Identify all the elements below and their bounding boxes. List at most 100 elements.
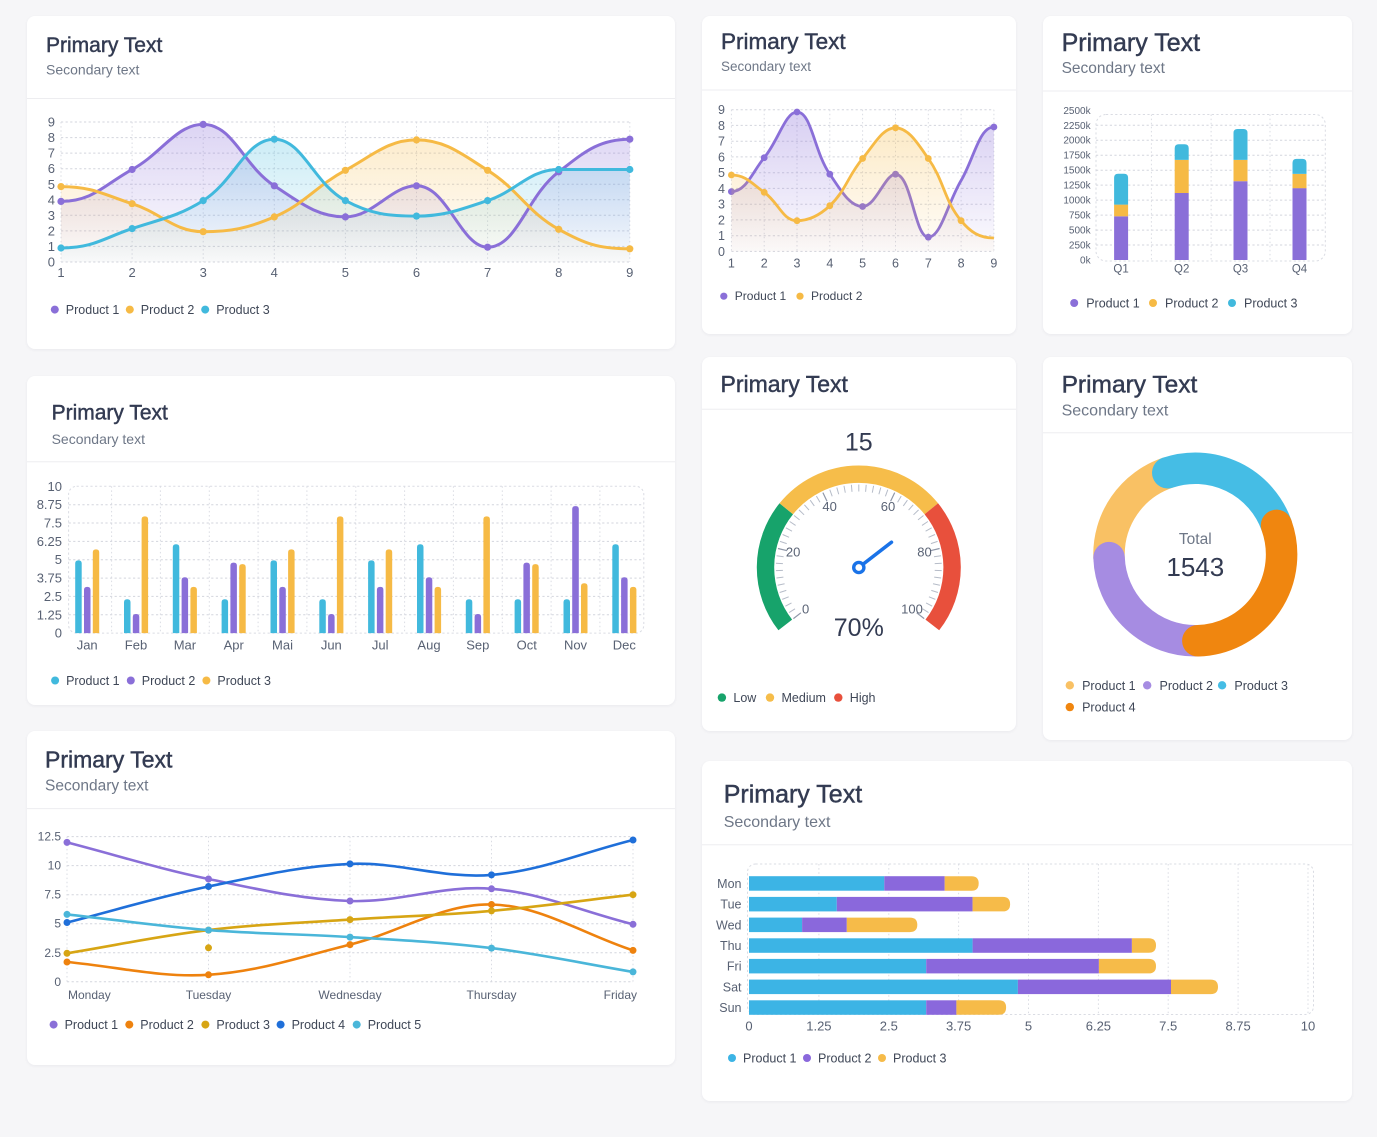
svg-text:250k: 250k: [1069, 241, 1092, 252]
svg-text:2.5: 2.5: [880, 1019, 898, 1034]
svg-text:1: 1: [718, 229, 725, 243]
svg-text:7.5: 7.5: [44, 516, 62, 531]
svg-text:0k: 0k: [1080, 256, 1092, 267]
svg-text:750k: 750k: [1069, 211, 1092, 222]
svg-text:40: 40: [822, 499, 836, 514]
svg-text:4: 4: [48, 192, 55, 207]
svg-text:Product 1: Product 1: [66, 303, 120, 317]
svg-text:9: 9: [626, 265, 633, 280]
svg-text:Product 4: Product 4: [1082, 701, 1136, 715]
svg-text:Dec: Dec: [613, 638, 637, 653]
svg-text:1543: 1543: [1166, 552, 1224, 582]
svg-text:5: 5: [54, 917, 61, 931]
svg-text:Primary Text: Primary Text: [46, 34, 162, 57]
svg-text:Mar: Mar: [174, 638, 197, 653]
svg-text:Product 2: Product 2: [1165, 297, 1219, 311]
svg-text:1500k: 1500k: [1063, 166, 1091, 177]
svg-text:Product 3: Product 3: [216, 1018, 270, 1032]
svg-text:0: 0: [802, 602, 809, 617]
svg-text:Secondary text: Secondary text: [45, 778, 149, 795]
svg-text:20: 20: [786, 545, 800, 560]
svg-text:6: 6: [48, 161, 55, 176]
svg-text:Product 2: Product 2: [1160, 679, 1214, 693]
svg-text:Product 1: Product 1: [1086, 297, 1140, 311]
svg-text:5: 5: [1025, 1019, 1032, 1034]
svg-text:Secondary text: Secondary text: [724, 814, 831, 831]
svg-text:5: 5: [55, 552, 62, 567]
svg-text:6: 6: [892, 256, 899, 270]
svg-text:10: 10: [48, 479, 62, 494]
svg-text:Secondary text: Secondary text: [52, 431, 145, 447]
svg-text:Secondary text: Secondary text: [1062, 60, 1166, 77]
svg-text:Q2: Q2: [1174, 264, 1189, 276]
svg-text:Mon: Mon: [717, 877, 741, 891]
svg-text:1000k: 1000k: [1063, 196, 1091, 207]
svg-text:2: 2: [128, 265, 135, 280]
svg-text:3: 3: [794, 256, 801, 270]
svg-text:5: 5: [48, 177, 55, 192]
svg-text:12.5: 12.5: [38, 830, 62, 844]
svg-text:Primary Text: Primary Text: [52, 401, 168, 424]
svg-text:3.75: 3.75: [37, 571, 62, 586]
svg-text:Monday: Monday: [68, 988, 111, 1002]
svg-text:Primary Text: Primary Text: [1062, 371, 1198, 398]
svg-text:Product 1: Product 1: [1082, 679, 1136, 693]
svg-text:100: 100: [901, 602, 923, 617]
svg-text:Product 3: Product 3: [1244, 297, 1298, 311]
svg-text:2.5: 2.5: [44, 946, 61, 960]
svg-text:8.75: 8.75: [1225, 1019, 1250, 1034]
svg-text:2000k: 2000k: [1063, 136, 1091, 147]
svg-text:Total: Total: [1179, 531, 1212, 548]
svg-text:Primary Text: Primary Text: [1062, 29, 1201, 57]
svg-text:Sep: Sep: [466, 638, 489, 653]
svg-text:1: 1: [57, 265, 64, 280]
svg-text:3: 3: [200, 265, 207, 280]
svg-text:Aug: Aug: [417, 638, 440, 653]
svg-text:60: 60: [881, 499, 895, 514]
svg-text:10: 10: [48, 859, 62, 873]
svg-text:High: High: [850, 691, 876, 705]
svg-text:Product 2: Product 2: [142, 674, 196, 688]
svg-text:0: 0: [745, 1019, 752, 1034]
svg-text:4: 4: [826, 256, 833, 270]
svg-text:Primary Text: Primary Text: [724, 781, 863, 809]
svg-text:2: 2: [48, 223, 55, 238]
svg-text:5: 5: [859, 256, 866, 270]
svg-text:Medium: Medium: [782, 691, 826, 705]
svg-text:Product 3: Product 3: [217, 674, 271, 688]
svg-text:Primary Text: Primary Text: [721, 371, 849, 397]
svg-text:8: 8: [48, 130, 55, 145]
svg-text:7: 7: [484, 265, 491, 280]
svg-text:Apr: Apr: [224, 638, 245, 653]
svg-text:5: 5: [342, 265, 349, 280]
svg-text:Q3: Q3: [1233, 264, 1248, 276]
svg-text:5: 5: [718, 166, 725, 180]
svg-text:8: 8: [555, 265, 562, 280]
svg-text:Friday: Friday: [604, 988, 637, 1002]
svg-text:1.25: 1.25: [806, 1019, 831, 1034]
svg-text:7: 7: [718, 135, 725, 149]
svg-text:500k: 500k: [1069, 226, 1092, 237]
svg-text:10: 10: [1301, 1019, 1315, 1034]
svg-text:Secondary text: Secondary text: [721, 59, 811, 74]
svg-text:4: 4: [271, 265, 278, 280]
svg-text:Product 5: Product 5: [368, 1018, 422, 1032]
svg-text:Primary Text: Primary Text: [721, 29, 846, 54]
svg-text:1: 1: [728, 256, 735, 270]
svg-text:Secondary text: Secondary text: [46, 61, 139, 77]
svg-text:3: 3: [718, 198, 725, 212]
svg-text:Jul: Jul: [372, 638, 389, 653]
svg-text:2500k: 2500k: [1063, 106, 1091, 117]
svg-text:Feb: Feb: [125, 638, 147, 653]
svg-text:0: 0: [718, 245, 725, 259]
svg-text:Jun: Jun: [321, 638, 342, 653]
svg-text:6.25: 6.25: [37, 534, 62, 549]
svg-text:0: 0: [54, 975, 61, 989]
svg-text:Product 1: Product 1: [66, 674, 120, 688]
svg-text:0: 0: [55, 626, 62, 641]
svg-text:Sun: Sun: [719, 1001, 741, 1015]
svg-text:3.75: 3.75: [946, 1019, 971, 1034]
svg-text:Tuesday: Tuesday: [186, 988, 232, 1002]
svg-text:1: 1: [48, 239, 55, 254]
svg-text:Product 2: Product 2: [141, 303, 195, 317]
